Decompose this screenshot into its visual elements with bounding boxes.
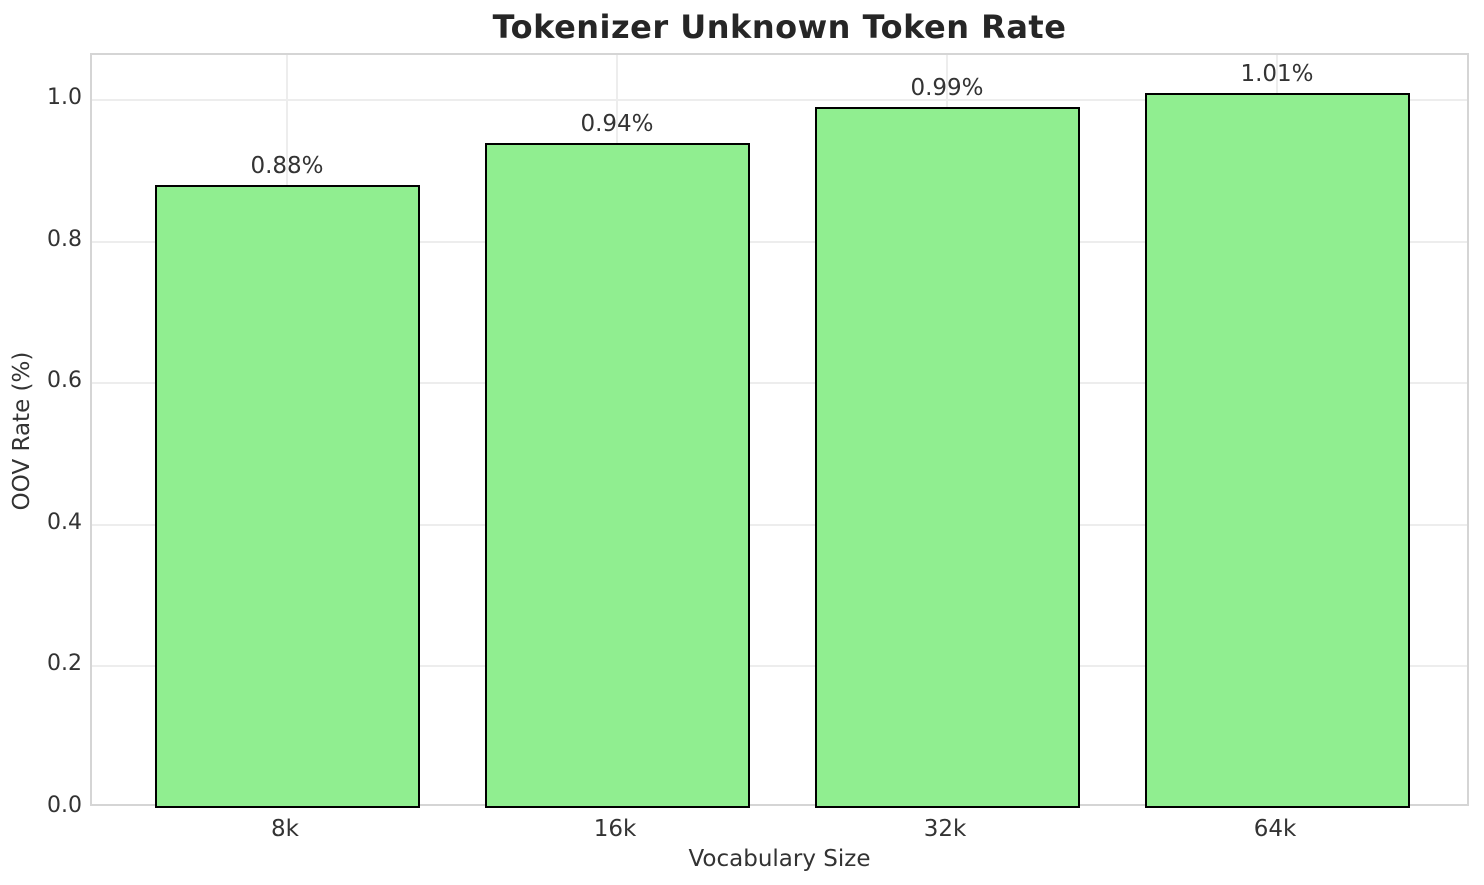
x-tick-label: 64k xyxy=(1253,816,1297,842)
y-tick-label: 0.6 xyxy=(47,368,82,394)
bar-64k xyxy=(1144,93,1410,808)
bar-16k xyxy=(484,142,750,808)
bar-value-label: 0.88% xyxy=(250,153,324,180)
chart-title: Tokenizer Unknown Token Rate xyxy=(492,8,1067,46)
h-gridline xyxy=(92,523,1467,526)
y-tick-label: 1.0 xyxy=(47,85,82,111)
y-tick-label: 0.2 xyxy=(47,651,82,677)
x-axis-label: Vocabulary Size xyxy=(688,846,871,872)
x-tick-label: 16k xyxy=(593,816,637,842)
y-tick-label: 0.4 xyxy=(47,509,82,535)
bar-32k xyxy=(814,107,1080,808)
bar-value-label: 0.99% xyxy=(910,75,984,102)
h-gridline xyxy=(92,382,1467,385)
h-gridline xyxy=(92,240,1467,243)
x-tick-label: 32k xyxy=(923,816,967,842)
h-gridline xyxy=(92,665,1467,668)
y-axis-label: OOV Rate (%) xyxy=(9,351,35,511)
bar-value-label: 0.94% xyxy=(580,110,654,137)
bar-8k xyxy=(154,185,420,808)
bar-value-label: 1.01% xyxy=(1240,61,1314,88)
plot-area: 0.88% 0.94% 0.99% 1.01% xyxy=(90,53,1469,808)
y-tick-label: 0.8 xyxy=(47,226,82,252)
x-tick-label: 8k xyxy=(271,816,299,842)
h-gridline xyxy=(92,99,1467,102)
y-tick-label: 0.0 xyxy=(47,793,82,818)
